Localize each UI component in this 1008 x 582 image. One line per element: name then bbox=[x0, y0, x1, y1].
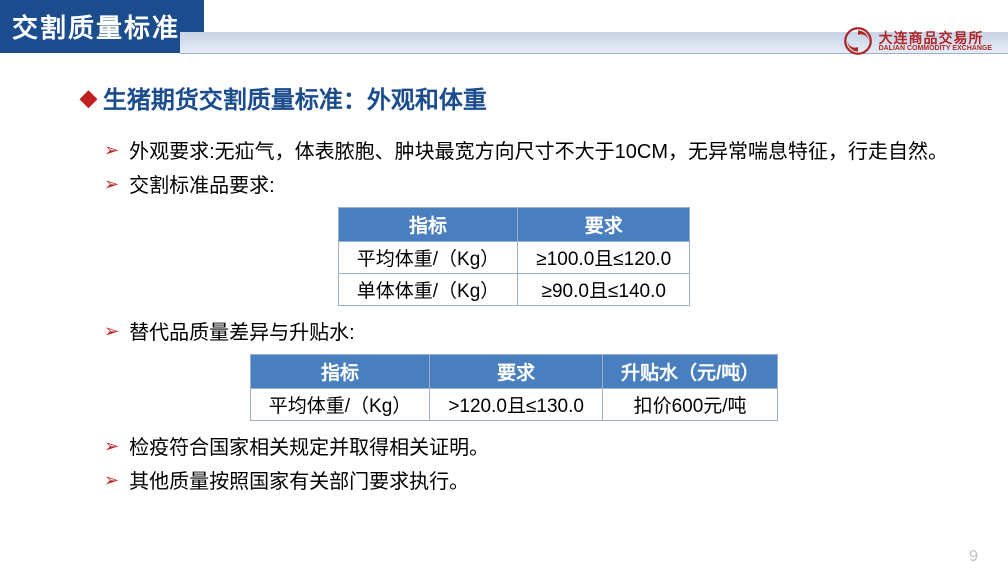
table-cell: >120.0且≤130.0 bbox=[430, 389, 603, 421]
arrow-icon: ➢ bbox=[104, 174, 119, 195]
logo-text: 大连商品交易所 DALIAN COMMODITY EXCHANGE bbox=[879, 31, 992, 52]
bullet-item: ➢ 检疫符合国家相关规定并取得相关证明。 bbox=[104, 433, 948, 463]
bullet-item: ➢ 其他质量按照国家有关部门要求执行。 bbox=[104, 467, 948, 497]
table-row: 平均体重/（Kg） >120.0且≤130.0 扣价600元/吨 bbox=[250, 389, 777, 421]
table-row: 单体体重/（Kg） ≥90.0且≤140.0 bbox=[338, 274, 689, 306]
table-header: 指标 bbox=[338, 208, 518, 242]
bullet-text: 交割标准品要求: bbox=[129, 171, 275, 201]
table-header-row: 指标 要求 升贴水（元/吨） bbox=[250, 355, 777, 389]
table-header: 升贴水（元/吨） bbox=[602, 355, 777, 389]
logo: 大连商品交易所 DALIAN COMMODITY EXCHANGE bbox=[843, 26, 992, 56]
table-cell: 平均体重/（Kg） bbox=[250, 389, 430, 421]
logo-text-en: DALIAN COMMODITY EXCHANGE bbox=[879, 45, 992, 52]
slide-title: 交割质量标准 bbox=[0, 0, 204, 53]
table2-wrap: 指标 要求 升贴水（元/吨） 平均体重/（Kg） >120.0且≤130.0 扣… bbox=[80, 354, 948, 421]
diamond-icon: ◆ bbox=[80, 85, 97, 111]
bullet-text: 替代品质量差异与升贴水: bbox=[129, 318, 355, 348]
table-header: 要求 bbox=[430, 355, 603, 389]
bullet-list: ➢ 检疫符合国家相关规定并取得相关证明。 ➢ 其他质量按照国家有关部门要求执行。 bbox=[104, 433, 948, 497]
bullet-text: 检疫符合国家相关规定并取得相关证明。 bbox=[129, 433, 489, 463]
bullet-item: ➢ 外观要求:无疝气，体表脓胞、肿块最宽方向尺寸不大于10CM，无异常喘息特征，… bbox=[104, 137, 948, 167]
arrow-icon: ➢ bbox=[104, 140, 119, 161]
bullet-item: ➢ 交割标准品要求: bbox=[104, 171, 948, 201]
content-area: ◆ 生猪期货交割质量标准：外观和体重 ➢ 外观要求:无疝气，体表脓胞、肿块最宽方… bbox=[0, 60, 1008, 497]
table-header: 指标 bbox=[250, 355, 430, 389]
header-bar: 交割质量标准 大连商品交易所 DALIAN COMMODITY EXCHANGE bbox=[0, 0, 1008, 60]
bullet-text: 其他质量按照国家有关部门要求执行。 bbox=[129, 467, 469, 497]
arrow-icon: ➢ bbox=[104, 321, 119, 342]
standard-table: 指标 要求 平均体重/（Kg） ≥100.0且≤120.0 单体体重/（Kg） … bbox=[338, 207, 690, 306]
table-header-row: 指标 要求 bbox=[338, 208, 689, 242]
arrow-icon: ➢ bbox=[104, 470, 119, 491]
bullet-text: 外观要求:无疝气，体表脓胞、肿块最宽方向尺寸不大于10CM，无异常喘息特征，行走… bbox=[129, 137, 948, 167]
bullet-item: ➢ 替代品质量差异与升贴水: bbox=[104, 318, 948, 348]
arrow-icon: ➢ bbox=[104, 436, 119, 457]
logo-swirl-icon bbox=[843, 26, 873, 56]
bullet-list: ➢ 替代品质量差异与升贴水: bbox=[104, 318, 948, 348]
substitute-table: 指标 要求 升贴水（元/吨） 平均体重/（Kg） >120.0且≤130.0 扣… bbox=[250, 354, 778, 421]
logo-text-cn: 大连商品交易所 bbox=[879, 31, 992, 45]
bullet-list: ➢ 外观要求:无疝气，体表脓胞、肿块最宽方向尺寸不大于10CM，无异常喘息特征，… bbox=[104, 137, 948, 201]
table-cell: ≥90.0且≤140.0 bbox=[518, 274, 690, 306]
table-header: 要求 bbox=[518, 208, 690, 242]
table-cell: 平均体重/（Kg） bbox=[338, 242, 518, 274]
section-title: ◆ 生猪期货交割质量标准：外观和体重 bbox=[80, 80, 948, 115]
table-row: 平均体重/（Kg） ≥100.0且≤120.0 bbox=[338, 242, 689, 274]
table1-wrap: 指标 要求 平均体重/（Kg） ≥100.0且≤120.0 单体体重/（Kg） … bbox=[80, 207, 948, 306]
page-number: 9 bbox=[969, 548, 978, 566]
table-cell: ≥100.0且≤120.0 bbox=[518, 242, 690, 274]
table-cell: 扣价600元/吨 bbox=[602, 389, 777, 421]
section-title-text: 生猪期货交割质量标准：外观和体重 bbox=[103, 80, 487, 115]
table-cell: 单体体重/（Kg） bbox=[338, 274, 518, 306]
